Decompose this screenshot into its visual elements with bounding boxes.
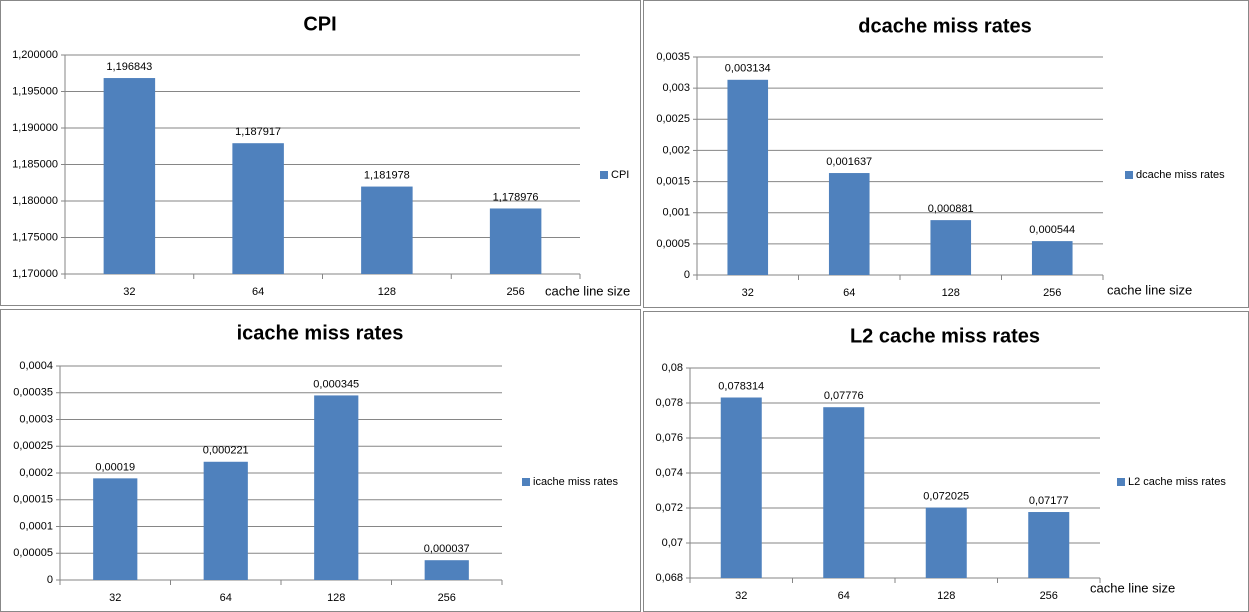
y-tick-label: 1,175000	[12, 231, 58, 243]
bar	[930, 220, 972, 275]
x-tick-label: 256	[438, 592, 456, 604]
x-tick-label: 64	[252, 286, 264, 298]
x-tick-label: 256	[1040, 590, 1058, 602]
data-label: 0,001637	[826, 156, 872, 168]
x-tick-label: 128	[942, 287, 960, 299]
data-label: 0,07776	[824, 390, 864, 402]
y-tick-label: 0,00005	[13, 547, 53, 559]
y-tick-label: 0,076	[655, 432, 683, 444]
y-tick-label: 0	[684, 269, 690, 281]
bar	[828, 173, 870, 275]
data-label: 0,078314	[718, 380, 764, 392]
x-tick-label: 128	[327, 592, 345, 604]
y-tick-label: 0,0015	[656, 175, 690, 187]
y-tick-label: 1,180000	[12, 195, 58, 207]
y-tick-label: 1,170000	[12, 268, 58, 280]
bar	[232, 143, 284, 274]
x-tick-label: 256	[1043, 287, 1061, 299]
y-tick-label: 0	[47, 574, 53, 586]
bar	[823, 407, 865, 578]
x-axis-label: cache line size	[1090, 580, 1175, 595]
bar	[424, 560, 469, 580]
x-tick-label: 128	[937, 590, 955, 602]
y-tick-label: 0,003	[662, 82, 690, 94]
legend-swatch	[1117, 478, 1125, 486]
x-tick-label: 64	[838, 590, 850, 602]
chart-title: L2 cache miss rates	[850, 325, 1040, 347]
data-label: 1,178976	[493, 191, 539, 203]
chart-title: icache miss rates	[237, 322, 404, 344]
legend-label: CPI	[611, 169, 629, 181]
data-label: 0,000037	[424, 543, 470, 555]
data-label: 0,000221	[203, 445, 249, 457]
bar	[1028, 512, 1070, 578]
data-label: 0,072025	[923, 490, 969, 502]
legend-label: icache miss rates	[533, 476, 618, 488]
legend-swatch	[1125, 171, 1133, 179]
chart-title: dcache miss rates	[858, 15, 1031, 37]
bar	[925, 507, 967, 578]
y-tick-label: 0,078	[655, 397, 683, 409]
y-tick-label: 0,0001	[19, 520, 53, 532]
bar	[489, 208, 542, 274]
y-tick-label: 0,00035	[13, 387, 53, 399]
y-tick-label: 0,00015	[13, 494, 53, 506]
data-label: 0,00019	[95, 461, 135, 473]
x-axis-label: cache line size	[545, 283, 630, 298]
bar	[314, 395, 359, 580]
data-label: 0,000345	[313, 378, 359, 390]
legend-swatch	[522, 478, 530, 486]
bar	[1031, 241, 1073, 275]
y-tick-label: 0,08	[662, 362, 683, 374]
y-tick-label: 1,195000	[12, 85, 58, 97]
bar	[361, 186, 413, 274]
bar	[93, 478, 138, 580]
x-tick-label: 32	[742, 287, 754, 299]
data-label: 1,196843	[106, 61, 152, 73]
data-label: 0,000881	[928, 203, 974, 215]
data-label: 1,187917	[235, 126, 281, 138]
data-label: 0,000544	[1029, 224, 1075, 236]
y-tick-label: 0,0003	[19, 413, 53, 425]
y-tick-label: 0,074	[655, 467, 683, 479]
bar	[720, 397, 762, 578]
y-tick-label: 0,0004	[19, 360, 53, 372]
y-tick-label: 1,200000	[12, 49, 58, 61]
x-tick-label: 32	[735, 590, 747, 602]
x-tick-label: 32	[123, 286, 135, 298]
x-tick-label: 64	[843, 287, 855, 299]
legend-label: dcache miss rates	[1136, 169, 1225, 181]
legend-swatch	[600, 171, 608, 179]
data-label: 0,07177	[1029, 495, 1069, 507]
y-tick-label: 1,185000	[12, 158, 58, 170]
data-label: 0,003134	[725, 63, 771, 75]
y-tick-label: 0,0035	[656, 51, 690, 63]
y-tick-label: 0,0002	[19, 467, 53, 479]
data-label: 1,181978	[364, 169, 410, 181]
x-tick-label: 32	[109, 592, 121, 604]
bar	[203, 461, 248, 580]
x-tick-label: 128	[378, 286, 396, 298]
chart-title: CPI	[303, 13, 336, 35]
y-tick-label: 0,002	[662, 144, 690, 156]
x-tick-label: 256	[506, 286, 524, 298]
y-tick-label: 1,190000	[12, 122, 58, 134]
x-tick-label: 64	[220, 592, 232, 604]
y-tick-label: 0,0005	[656, 238, 690, 250]
y-tick-label: 0,0025	[656, 113, 690, 125]
y-tick-label: 0,00025	[13, 440, 53, 452]
y-tick-label: 0,001	[662, 207, 690, 219]
y-tick-label: 0,068	[655, 572, 683, 584]
y-tick-label: 0,07	[662, 537, 683, 549]
legend-label: L2 cache miss rates	[1128, 476, 1226, 488]
x-axis-label: cache line size	[1107, 282, 1192, 297]
chart-frame	[0, 0, 641, 306]
bar	[727, 79, 769, 275]
y-tick-label: 0,072	[655, 502, 683, 514]
bar	[103, 78, 156, 274]
